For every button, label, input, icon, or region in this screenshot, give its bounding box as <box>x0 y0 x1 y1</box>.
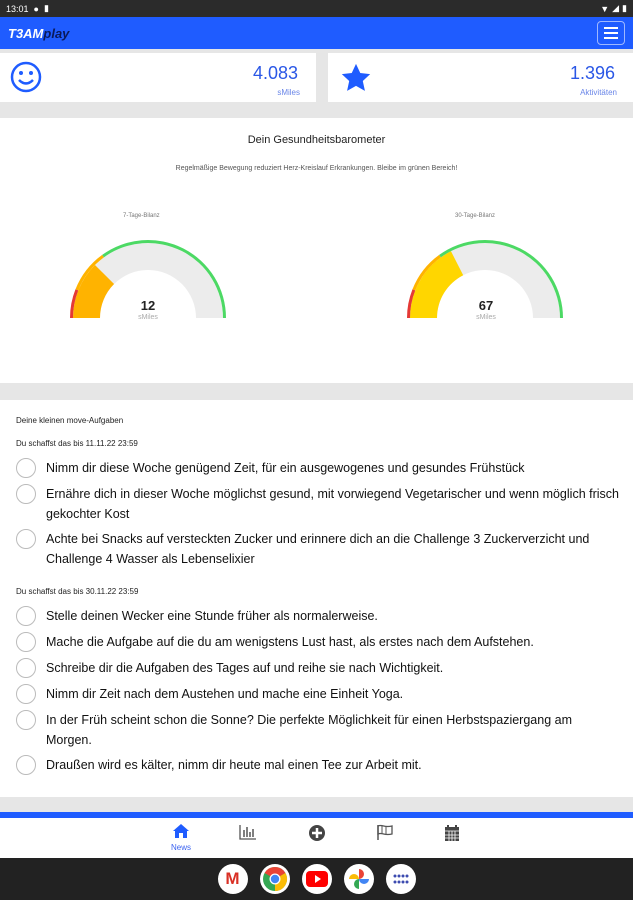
task-item[interactable]: In der Früh scheint schon die Sonne? Die… <box>16 710 621 750</box>
bottom-nav: News <box>0 818 633 858</box>
nav-add[interactable] <box>302 824 332 847</box>
task-checkbox[interactable] <box>16 529 36 549</box>
task-item[interactable]: Achte bei Snacks auf versteckten Zucker … <box>16 529 621 569</box>
task-checkbox[interactable] <box>16 632 36 652</box>
deadline-1: Du schaffst das bis 11.11.22 23:59 <box>16 439 138 448</box>
gmail-icon[interactable]: M <box>217 864 248 894</box>
wifi-icon: ▼ <box>600 3 610 14</box>
activities-card[interactable]: 1.396 Aktivitäten <box>328 53 633 102</box>
gauge-7-value: 12 <box>140 298 156 313</box>
barometer-subtitle: Regelmäßige Bewegung reduziert Herz-Krei… <box>175 165 458 172</box>
task-item[interactable]: Stelle deinen Wecker eine Stunde früher … <box>16 606 621 626</box>
youtube-icon[interactable] <box>301 864 332 894</box>
smiley-icon <box>10 61 42 93</box>
smiles-card[interactable]: 4.083 sMiles <box>0 53 316 102</box>
calendar-icon <box>445 825 459 841</box>
task-checkbox[interactable] <box>16 755 36 775</box>
nav-stats[interactable] <box>233 824 263 845</box>
tasks-heading: Deine kleinen move-Aufgaben <box>16 416 124 425</box>
flag-icon <box>377 824 393 840</box>
clock: 13:01 <box>6 3 29 14</box>
task-item[interactable]: Schreibe dir die Aufgaben des Tages auf … <box>16 658 621 678</box>
health-barometer-card: Dein Gesundheitsbarometer Regelmäßige Be… <box>0 118 633 383</box>
barometer-title: Dein Gesundheitsbarometer <box>247 134 386 146</box>
gauge-zone-green <box>102 240 226 318</box>
nav-news-label: News <box>170 843 191 852</box>
battery-icon: ▮ <box>622 3 627 13</box>
activities-label: Aktivitäten <box>580 88 617 97</box>
smiles-value: 4.083 <box>252 63 298 83</box>
task-checkbox[interactable] <box>16 484 36 504</box>
task-checkbox[interactable] <box>16 606 36 626</box>
gauge-track <box>73 243 223 318</box>
tasks-card: Deine kleinen move-Aufgaben Du schaffst … <box>0 400 633 797</box>
task-item[interactable]: Nimm dir Zeit nach dem Austehen und mach… <box>16 684 621 704</box>
nav-calendar[interactable] <box>437 824 467 847</box>
gauge-fill <box>73 264 115 318</box>
gauge-zone-orange <box>412 254 441 291</box>
task-item[interactable]: Draußen wird es kälter, nimm dir heute m… <box>16 755 621 775</box>
home-icon <box>173 824 189 838</box>
chrome-icon[interactable] <box>259 864 290 894</box>
activities-value: 1.396 <box>569 63 615 83</box>
chart-icon <box>239 825 256 840</box>
task-checkbox[interactable] <box>16 684 36 704</box>
deadline-2: Du schaffst das bis 30.11.22 23:59 <box>16 587 139 596</box>
hamburger-menu-button[interactable] <box>597 21 625 45</box>
app-drawer-icon[interactable] <box>385 864 416 894</box>
task-item[interactable]: Ernähre dich in dieser Woche möglichst g… <box>16 484 621 524</box>
task-checkbox[interactable] <box>16 710 36 730</box>
star-icon <box>341 63 371 91</box>
task-checkbox[interactable] <box>16 458 36 478</box>
signal-icon: ◢ <box>612 3 620 13</box>
status-bar: 13:01 ● ▮ ▼ ◢ ▮ <box>0 0 633 17</box>
task-checkbox[interactable] <box>16 658 36 678</box>
system-dock: M <box>0 858 633 900</box>
gauge-zone-orange <box>75 254 104 291</box>
gauge-7-unit: sMiles <box>138 314 158 321</box>
nav-challenges[interactable] <box>370 824 400 845</box>
gauge-7-label: 7-Tage-Bilanz <box>123 213 160 219</box>
notification-icon: ● <box>33 3 39 14</box>
gauge-fill <box>410 251 464 318</box>
task-item[interactable]: Mache die Aufgabe auf die du am wenigste… <box>16 632 621 652</box>
gauge-zone-red <box>407 289 416 318</box>
task-item[interactable]: Nimm dir diese Woche genügend Zeit, für … <box>16 458 621 478</box>
gauge-zone-red <box>70 289 79 318</box>
photos-icon[interactable] <box>343 864 374 894</box>
app-header: T3AMplay <box>0 17 633 49</box>
nav-news[interactable]: News <box>166 824 196 852</box>
gauge-30-unit: sMiles <box>476 314 496 321</box>
teamplay-logo[interactable]: T3AMplay <box>8 25 70 41</box>
sd-card-icon: ▮ <box>43 3 49 13</box>
gauge-30-label: 30-Tage-Bilanz <box>455 213 496 219</box>
gauge-zone-green <box>439 239 563 318</box>
plus-circle-icon <box>309 825 325 841</box>
smiles-label: sMiles <box>277 88 300 97</box>
collapse-bar[interactable] <box>0 812 633 818</box>
gauge-30-value: 67 <box>478 298 494 313</box>
gauges <box>70 239 563 318</box>
